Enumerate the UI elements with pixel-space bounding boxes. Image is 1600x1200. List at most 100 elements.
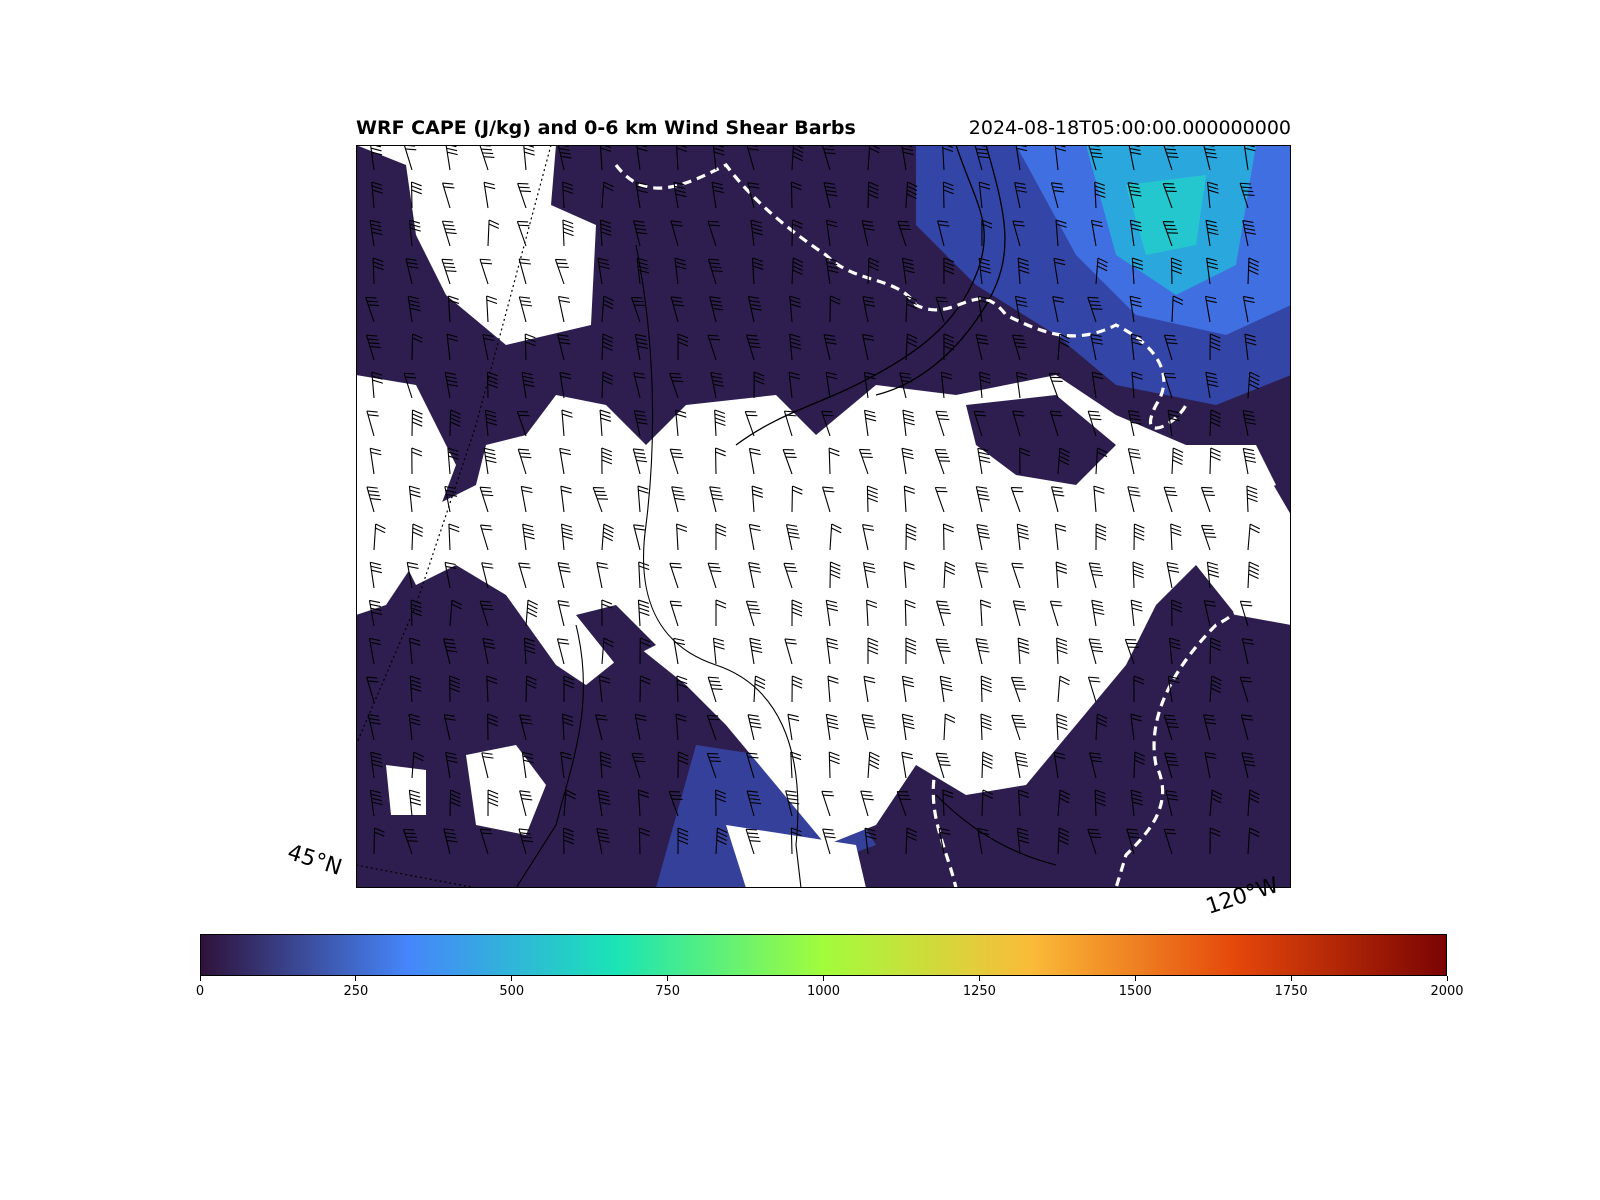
wind-barb bbox=[975, 334, 989, 361]
wind-barb bbox=[1246, 485, 1258, 513]
wind-barb bbox=[637, 485, 649, 513]
wind-barb bbox=[1209, 675, 1222, 703]
wind-barb bbox=[669, 562, 682, 589]
wind-barb bbox=[977, 827, 989, 855]
wind-barb bbox=[1053, 751, 1066, 779]
wind-barb bbox=[714, 447, 726, 475]
wind-barb bbox=[975, 562, 989, 589]
colorbar-tick bbox=[511, 976, 513, 981]
latitude-label: 45°N bbox=[284, 840, 345, 881]
wind-barb bbox=[829, 561, 841, 589]
wind-barb bbox=[676, 523, 688, 551]
dashed-contour bbox=[614, 162, 1188, 430]
wind-barb bbox=[557, 296, 571, 323]
wind-barb bbox=[1130, 789, 1143, 817]
wind-barb bbox=[449, 675, 461, 703]
wind-barb bbox=[444, 485, 458, 513]
state-border-2 bbox=[356, 864, 477, 888]
dashed-contour-2 bbox=[1114, 573, 1291, 888]
wind-barb bbox=[867, 145, 880, 171]
wind-barb bbox=[373, 827, 385, 855]
wind-barb bbox=[563, 789, 577, 817]
colorbar-tick-label: 2000 bbox=[1430, 984, 1464, 999]
wind-barb bbox=[637, 789, 650, 817]
wind-barb bbox=[1247, 789, 1260, 817]
wind-barb bbox=[633, 524, 646, 551]
wind-barb bbox=[448, 523, 460, 551]
wind-barb bbox=[673, 181, 687, 209]
wind-barb bbox=[443, 714, 456, 741]
wind-barb bbox=[1204, 295, 1217, 323]
wind-barb bbox=[905, 181, 918, 209]
wind-barb bbox=[1171, 447, 1184, 475]
wind-barb bbox=[745, 600, 761, 627]
wind-barb bbox=[709, 486, 724, 513]
wind-barb bbox=[371, 371, 383, 399]
wind-barb bbox=[975, 486, 990, 513]
wind-barb bbox=[1240, 714, 1254, 741]
wind-barb bbox=[1055, 219, 1067, 247]
wind-barb bbox=[863, 675, 876, 703]
wind-barb bbox=[901, 713, 915, 741]
wind-barb bbox=[523, 637, 536, 665]
colorbar-tick-label: 1000 bbox=[806, 984, 841, 999]
wind-barb bbox=[366, 486, 381, 513]
wind-barb bbox=[828, 447, 840, 475]
wind-barb bbox=[1132, 561, 1144, 589]
wind-barb bbox=[829, 523, 842, 551]
wind-barb bbox=[867, 181, 879, 209]
wind-barb bbox=[866, 485, 878, 513]
colorbar-tick bbox=[355, 976, 357, 981]
wind-barb bbox=[748, 562, 762, 589]
wind-barb bbox=[557, 562, 571, 589]
wind-barb bbox=[979, 599, 992, 627]
colorbar-tick-label: 1250 bbox=[962, 984, 996, 999]
wind-barb bbox=[1048, 373, 1063, 399]
wind-barb bbox=[1239, 676, 1253, 703]
wind-barb bbox=[1019, 447, 1030, 475]
wind-barb bbox=[1247, 523, 1261, 551]
wind-barb bbox=[411, 751, 424, 779]
wind-barb bbox=[592, 487, 609, 513]
wind-barb bbox=[1012, 334, 1027, 361]
wind-barb bbox=[978, 181, 991, 209]
no-cape-region-6 bbox=[726, 825, 866, 888]
wind-barb bbox=[789, 295, 801, 323]
wind-barb bbox=[981, 219, 993, 247]
no-cape-region-4 bbox=[466, 745, 546, 835]
wind-barb bbox=[751, 485, 764, 513]
wind-barb bbox=[1015, 371, 1028, 399]
wind-barb bbox=[408, 789, 422, 817]
wind-barb bbox=[707, 676, 723, 703]
wind-barb bbox=[639, 675, 651, 703]
wind-barb bbox=[409, 219, 421, 247]
wind-barb bbox=[1205, 219, 1219, 247]
wind-barb bbox=[975, 638, 990, 665]
wind-barb bbox=[365, 296, 380, 323]
wind-barb bbox=[1088, 562, 1104, 589]
wind-barb bbox=[409, 637, 421, 665]
wind-barb bbox=[1016, 523, 1030, 551]
wind-barb bbox=[825, 599, 839, 627]
wind-barb bbox=[1167, 409, 1180, 437]
wind-barb bbox=[449, 409, 461, 437]
cape-map-canvas bbox=[356, 145, 1291, 888]
wind-barb bbox=[1201, 524, 1217, 551]
wind-barb bbox=[518, 828, 533, 855]
wind-barb bbox=[482, 637, 496, 665]
colorbar-tick-label: 250 bbox=[343, 984, 369, 999]
wind-barb bbox=[981, 789, 994, 817]
wind-barb bbox=[1126, 828, 1140, 855]
wind-barb bbox=[1247, 257, 1260, 285]
wind-barb bbox=[1056, 713, 1068, 741]
wind-barb bbox=[636, 257, 649, 285]
wind-barb bbox=[1165, 790, 1179, 817]
wind-barb bbox=[597, 257, 610, 285]
wind-barb bbox=[1171, 295, 1184, 323]
wind-barb bbox=[706, 752, 721, 779]
wind-barb bbox=[1163, 714, 1179, 741]
wind-barb bbox=[787, 713, 800, 741]
wind-barb bbox=[1239, 600, 1253, 627]
wind-barb bbox=[486, 295, 498, 323]
wind-barb bbox=[479, 486, 494, 513]
